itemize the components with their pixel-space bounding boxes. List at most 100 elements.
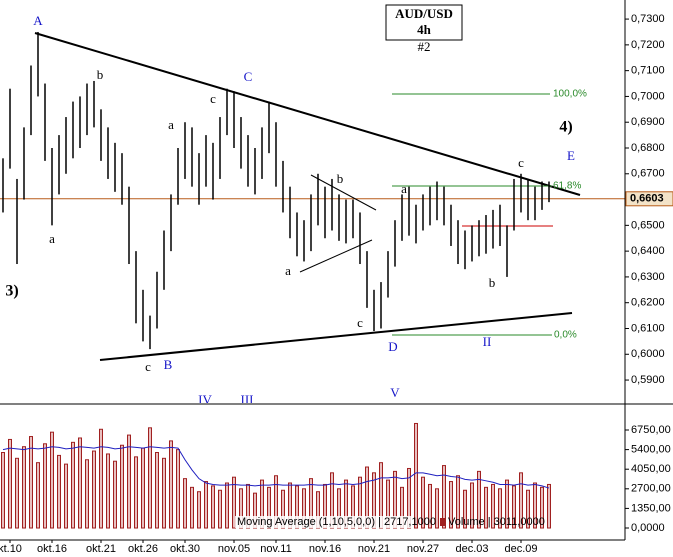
volume-bar — [533, 482, 537, 529]
volume-bar — [225, 482, 229, 529]
x-tick-label: dec.09 — [504, 543, 537, 555]
wave-label: a — [401, 181, 407, 196]
wave-label: B — [164, 357, 173, 372]
volume-bar — [365, 466, 369, 529]
x-tick-label: okt.16 — [37, 543, 67, 555]
title: AUD/USD — [395, 6, 453, 21]
y-tick-label: 0,6200 — [631, 297, 665, 309]
volume-bar — [134, 456, 138, 529]
volume-bar — [211, 485, 215, 529]
volume-bar — [344, 479, 348, 529]
volume-bar — [239, 488, 243, 529]
volume-bar — [8, 438, 12, 529]
wave-label: b — [337, 171, 344, 186]
wave-label: 3) — [5, 283, 18, 300]
wave-label: a — [168, 117, 174, 132]
volume-bar — [540, 486, 544, 529]
y-tick-label: 0,5900 — [631, 374, 665, 386]
volume-bar — [309, 478, 313, 529]
volume-bar — [43, 443, 47, 529]
volume-bar — [218, 489, 222, 529]
volume-bar — [99, 428, 103, 529]
volume-bar — [519, 472, 523, 529]
y-tick-label: 0,6100 — [631, 322, 665, 334]
volume-bar — [176, 449, 180, 529]
volume-bar — [449, 481, 453, 529]
volume-bar — [351, 485, 355, 529]
note: #2 — [418, 39, 431, 54]
volume-bar — [120, 444, 124, 529]
x-tick-label: nov.11 — [260, 543, 291, 555]
volume-bar — [127, 434, 131, 529]
volume-bar — [1, 452, 5, 529]
wave-label: c — [357, 315, 363, 330]
volume-bar — [85, 459, 89, 529]
volume-bar — [162, 457, 166, 529]
volume-bar — [470, 482, 474, 529]
wave-label: V — [390, 385, 400, 400]
title-box — [385, 4, 463, 41]
fib-label: 0,0% — [554, 330, 577, 341]
x-tick-label: dec.03 — [455, 543, 488, 555]
volume-bar — [288, 482, 292, 529]
wave-label: c — [518, 155, 524, 170]
x-tick-label: okt.26 — [128, 543, 158, 555]
legend-ma: Moving Average (1,10,5,0,0) | 2717,1000 — [237, 516, 436, 528]
moving-average — [2, 446, 550, 489]
volume-bar — [316, 491, 320, 529]
volume-bar — [547, 483, 551, 529]
last-price-box — [625, 191, 673, 207]
volume-bar — [330, 472, 334, 529]
wave-label: a — [49, 231, 55, 246]
x-tick-label: okt.30 — [170, 543, 200, 555]
volume-bar — [302, 488, 306, 529]
last-price-label: 0,6603 — [630, 193, 664, 205]
volume-bar — [491, 483, 495, 529]
y-tick-label: 0,7000 — [631, 90, 665, 102]
wave-label: D — [388, 339, 397, 354]
volume-bar — [246, 483, 250, 529]
volume-bar — [512, 485, 516, 529]
volume-bar — [414, 422, 418, 529]
volume-bar — [29, 436, 33, 529]
volume-bar — [505, 479, 509, 529]
wave-label: C — [244, 69, 253, 84]
volume-bar — [379, 462, 383, 529]
trend-line — [34, 32, 581, 196]
x-tick-label: kt.10 — [0, 543, 22, 555]
wave-label: II — [483, 334, 492, 349]
volume-bar — [498, 488, 502, 529]
volume-bar — [169, 440, 173, 529]
y-tick-label: 0,0000 — [631, 522, 665, 534]
x-tick-label: nov.05 — [218, 543, 250, 555]
x-tick-label: nov.21 — [358, 543, 390, 555]
trend-line — [99, 312, 573, 361]
volume-bar — [50, 431, 54, 529]
volume-bar — [183, 478, 187, 529]
wave-label: 4) — [559, 119, 572, 136]
y-tick-label: 0,6800 — [631, 142, 665, 154]
y-tick-label: 4050,00 — [631, 463, 671, 475]
volume-bar — [428, 483, 432, 529]
y-tick-label: 0,7200 — [631, 39, 665, 51]
volume-bar — [204, 481, 208, 529]
volume-bar — [400, 486, 404, 529]
volume-bar — [190, 486, 194, 529]
volume-bar — [477, 470, 481, 529]
volume-bar — [155, 452, 159, 529]
y-tick-label: 0,6300 — [631, 271, 665, 283]
fib-label: 100,0% — [553, 89, 587, 100]
y-tick-label: 0,7300 — [631, 13, 665, 25]
volume-bar — [323, 483, 327, 529]
volume-bar — [36, 462, 40, 529]
volume-bar — [393, 470, 397, 529]
y-tick-label: 5400,00 — [631, 444, 671, 456]
x-tick-label: nov.16 — [309, 543, 341, 555]
volume-bar — [15, 457, 19, 529]
volume-bar — [442, 465, 446, 529]
volume-bar — [64, 463, 68, 529]
volume-bar — [197, 491, 201, 529]
volume-bar — [484, 486, 488, 529]
wave-label: b — [489, 275, 496, 290]
